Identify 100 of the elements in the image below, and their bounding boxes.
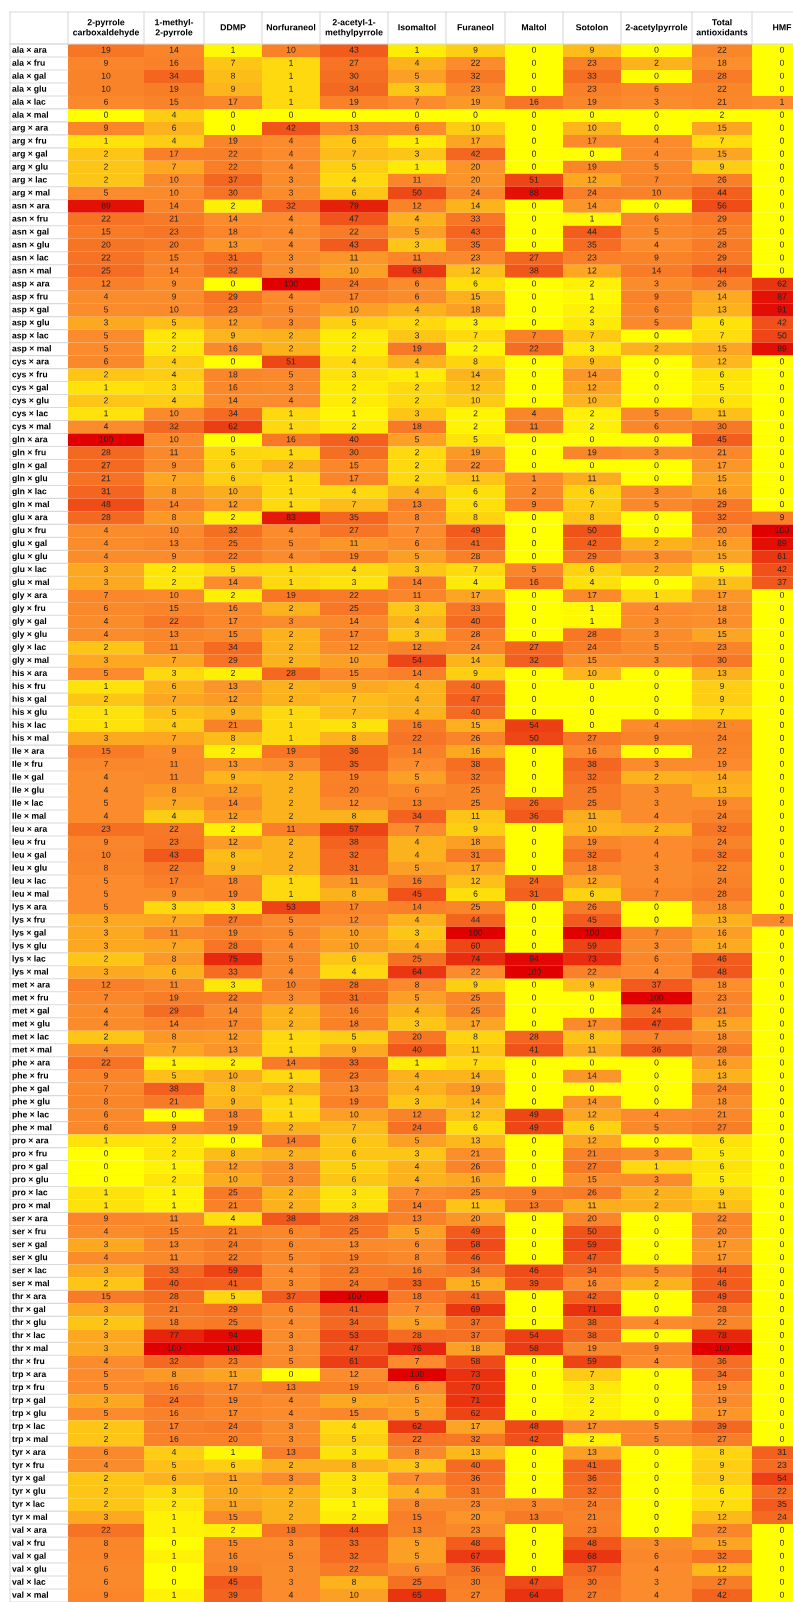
data-label: 4 [351, 358, 357, 365]
data-label: 27 [529, 254, 539, 261]
data-label: 0 [779, 1267, 785, 1274]
data-label: 33 [471, 215, 480, 222]
data-label: 13 [412, 1526, 422, 1533]
data-label: 34 [349, 85, 359, 92]
data-label: 4 [288, 1591, 294, 1598]
data-label: 24 [471, 189, 481, 196]
data-label: 2 [231, 514, 235, 521]
y-tick-label: trp × gal [12, 1396, 46, 1405]
data-label: 3 [288, 1565, 294, 1572]
data-label: 26 [587, 1189, 597, 1196]
data-label: 10 [349, 267, 359, 274]
data-label: 0 [589, 1007, 595, 1014]
data-label: 0 [531, 202, 537, 209]
data-label: 12 [587, 176, 597, 183]
data-label: 10 [286, 981, 296, 988]
data-label: 0 [531, 864, 537, 871]
data-label: 0 [779, 1020, 785, 1027]
data-label: 0 [654, 358, 659, 365]
y-tick-label: trp × fru [12, 1383, 45, 1392]
data-label: 5 [719, 384, 725, 391]
data-label: 47 [349, 1345, 359, 1352]
data-label: 5 [654, 1423, 659, 1430]
data-label: 2 [289, 462, 293, 469]
y-tick-label: phe × gal [12, 1085, 49, 1094]
data-label: 5 [414, 436, 420, 443]
data-label: 71 [587, 1306, 597, 1313]
data-label: 36 [529, 812, 539, 819]
data-label: 0 [654, 1072, 659, 1079]
data-label: 19 [169, 994, 179, 1001]
data-label: 21 [587, 1513, 597, 1520]
data-label: 37 [587, 1565, 597, 1572]
data-label: 70 [471, 1383, 480, 1391]
data-label: 2 [415, 449, 419, 456]
data-label: 13 [471, 1137, 480, 1144]
data-label: 5 [103, 345, 109, 352]
data-label: 0 [171, 1565, 177, 1572]
data-label: 4 [414, 708, 420, 715]
data-label: 2 [231, 592, 235, 599]
data-label: 5 [103, 1384, 109, 1391]
data-label: 35 [471, 241, 480, 248]
data-label: 24 [717, 877, 727, 884]
data-label: 0 [779, 1539, 785, 1546]
data-label: 8 [351, 734, 357, 741]
data-label: 10 [349, 1591, 359, 1598]
data-label: 30 [349, 449, 359, 456]
data-label: 28 [286, 669, 296, 676]
data-label: 2 [172, 1137, 176, 1144]
data-label: 1 [654, 1163, 659, 1170]
data-label: 5 [288, 929, 294, 936]
data-label: 28 [471, 630, 480, 638]
data-label: 5 [654, 410, 659, 417]
data-label: 6 [415, 280, 420, 287]
data-label: 8 [414, 1500, 420, 1507]
data-label: 0 [779, 423, 785, 430]
data-label: 0 [779, 1396, 785, 1404]
data-label: 48 [587, 1539, 597, 1546]
data-label: 4 [351, 488, 357, 495]
data-label: 10 [228, 488, 238, 495]
data-label: 1 [289, 721, 293, 728]
data-label: 2 [473, 410, 478, 417]
data-label: 0 [779, 604, 785, 612]
data-label: 2 [654, 566, 659, 573]
data-label: 18 [412, 423, 422, 430]
y-tick-label: thr × gal [12, 1305, 46, 1314]
data-label: 13 [529, 1202, 539, 1209]
data-label: 0 [230, 1137, 236, 1144]
y-tick-label: arg × mal [12, 189, 50, 198]
data-label: 16 [717, 540, 727, 547]
data-label: 18 [471, 1345, 480, 1352]
data-label: 2 [289, 643, 293, 650]
data-label: 0 [531, 1461, 537, 1468]
data-label: 18 [349, 1020, 359, 1027]
data-label: 1 [289, 708, 293, 715]
data-label: 2 [289, 682, 293, 689]
y-tick-label: Ile × glu [12, 786, 44, 795]
data-label: 5 [414, 1539, 420, 1546]
data-label: 15 [471, 721, 480, 728]
data-label: 2 [289, 1513, 293, 1520]
data-label: 8 [230, 1085, 236, 1092]
data-label: 11 [588, 812, 597, 819]
data-label: 13 [169, 1241, 179, 1248]
data-label: 0 [230, 111, 236, 118]
data-label: 0 [531, 773, 537, 780]
data-label: 21 [228, 1228, 238, 1235]
data-label: 0 [779, 501, 785, 508]
data-label: 18 [717, 617, 727, 625]
data-label: 19 [349, 1383, 359, 1391]
data-label: 11 [350, 254, 359, 261]
data-label: 0 [531, 514, 537, 521]
data-label: 25 [228, 1189, 238, 1196]
data-label: 13 [717, 786, 727, 793]
data-label: 9 [231, 1098, 235, 1105]
data-label: 16 [412, 1267, 422, 1274]
data-label: 0 [531, 228, 537, 235]
data-label: 10 [101, 72, 111, 79]
data-label: 9 [352, 682, 356, 689]
data-label: 12 [228, 1163, 238, 1170]
data-label: 34 [471, 1267, 481, 1274]
